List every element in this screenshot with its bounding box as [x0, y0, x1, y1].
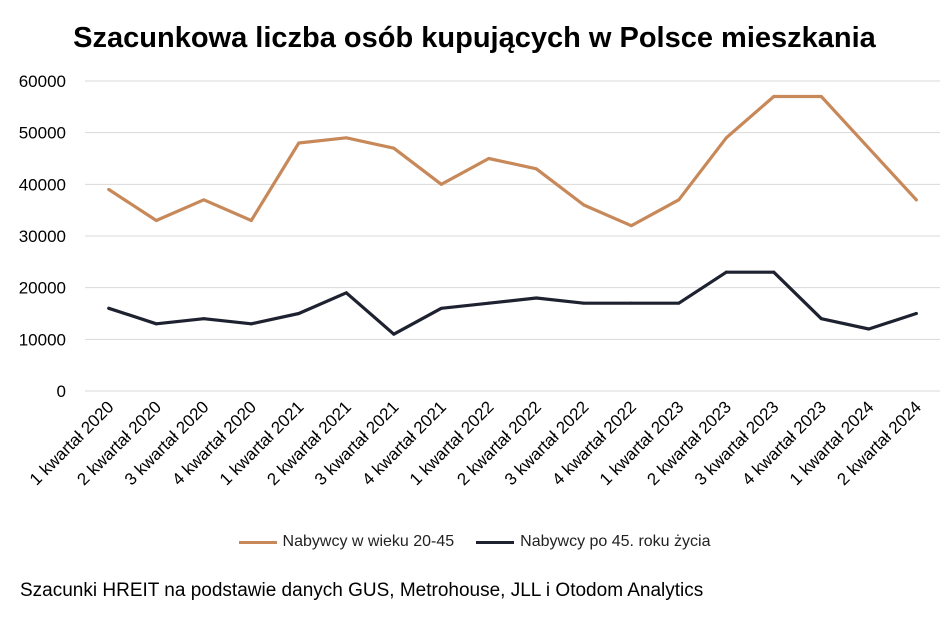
x-tick-label: 1 kwartał 2021: [216, 397, 308, 489]
legend-label-45plus: Nabywcy po 45. roku życia: [520, 533, 711, 550]
data-point: [439, 182, 443, 186]
x-tick-label: 2 kwartał 2024: [833, 397, 925, 489]
data-point: [487, 157, 491, 160]
data-point: [344, 291, 348, 295]
data-point: [819, 95, 823, 98]
y-tick-label: 20000: [19, 279, 66, 298]
x-tick-label: 4 kwartał 2021: [358, 397, 450, 489]
data-point: [392, 332, 396, 336]
data-point: [629, 224, 633, 228]
data-point: [534, 167, 538, 171]
legend: Nabywcy w wieku 20-45 Nabywcy po 45. rok…: [0, 533, 949, 551]
data-point: [202, 317, 206, 321]
data-point: [344, 136, 348, 140]
data-point: [154, 322, 158, 326]
legend-item-20-45: Nabywcy w wieku 20-45: [238, 533, 455, 551]
x-tick-label: 1 kwartał 2020: [26, 397, 118, 489]
x-tick-label: 3 kwartał 2022: [501, 397, 593, 489]
x-tick-label: 1 kwartał 2024: [786, 397, 878, 489]
x-tick-label: 4 kwartał 2020: [168, 397, 260, 489]
data-point: [724, 136, 728, 140]
data-point: [297, 312, 301, 315]
y-tick-label: 60000: [19, 72, 66, 91]
x-tick-label: 2 kwartał 2021: [263, 397, 355, 489]
y-tick-label: 0: [57, 382, 66, 401]
series-line-1: [107, 270, 918, 336]
x-tick-label: 1 kwartał 2022: [406, 397, 498, 489]
x-tick-label: 1 kwartał 2023: [596, 397, 688, 489]
source-note: Szacunki HREIT na podstawie danych GUS, …: [20, 580, 704, 601]
data-point: [534, 296, 538, 300]
data-point: [202, 198, 206, 202]
data-point: [154, 219, 158, 222]
y-tick-label: 40000: [19, 175, 66, 194]
data-point: [297, 141, 301, 145]
chart-title: Szacunkowa liczba osób kupujących w Pols…: [73, 22, 876, 54]
x-tick-label: 4 kwartał 2023: [738, 397, 830, 489]
x-tick-label: 2 kwartał 2022: [453, 397, 545, 489]
y-tick-label: 10000: [19, 330, 66, 349]
x-tick-label: 3 kwartał 2020: [121, 397, 213, 489]
data-point: [677, 301, 681, 305]
data-point: [914, 198, 918, 202]
data-point: [677, 198, 681, 202]
x-tick-label: 3 kwartał 2021: [311, 397, 403, 489]
data-point: [249, 219, 253, 222]
line-chart: 0 10000 20000 30000 40000 50000 60000 1 kwartał…: [19, 72, 940, 489]
data-point: [914, 312, 918, 315]
x-tick-label: 2 kwartał 2020: [73, 397, 165, 489]
x-tick-label: 2 kwartał 2023: [643, 397, 735, 489]
data-point: [772, 95, 776, 98]
data-point: [249, 322, 253, 326]
data-point: [819, 317, 823, 321]
legend-swatch-45plus: [476, 540, 515, 544]
data-point: [867, 146, 871, 150]
legend-item-45plus: Nabywcy po 45. roku życia: [476, 533, 710, 551]
data-point: [582, 203, 586, 207]
y-tick-label: 30000: [19, 227, 66, 246]
legend-swatch-20-45: [238, 540, 277, 544]
data-point: [487, 301, 491, 305]
data-point: [867, 327, 871, 331]
x-tick-label: 3 kwartał 2023: [691, 397, 783, 489]
series-line-0: [107, 94, 918, 228]
x-tick-label: 4 kwartał 2022: [548, 397, 640, 489]
data-point: [107, 306, 111, 310]
data-point: [107, 188, 111, 191]
data-point: [629, 301, 633, 305]
y-tick-label: 50000: [19, 124, 66, 143]
data-point: [392, 146, 396, 150]
data-point: [582, 301, 586, 305]
data-point: [724, 270, 728, 274]
data-point: [772, 270, 776, 274]
data-point: [439, 306, 443, 310]
legend-label-20-45: Nabywcy w wieku 20-45: [282, 533, 455, 550]
